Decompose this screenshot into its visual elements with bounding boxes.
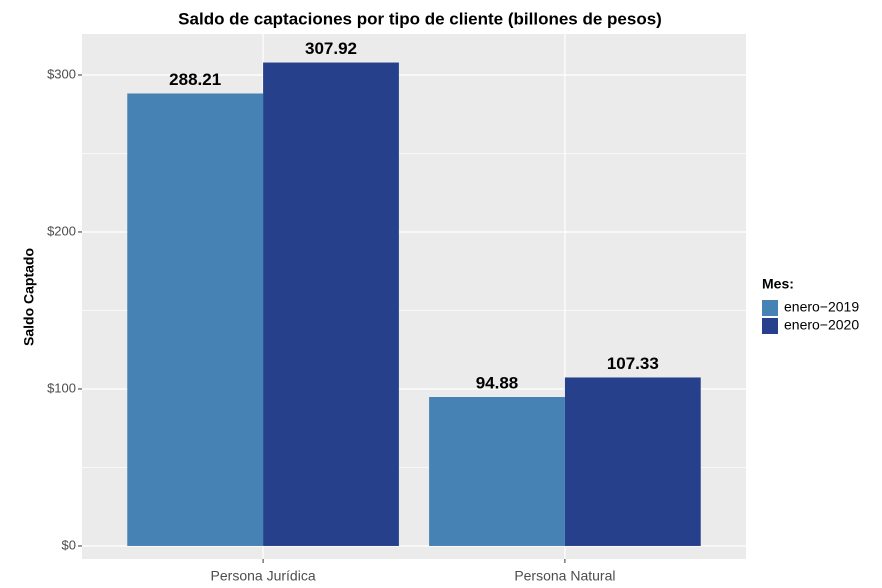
data-label: 107.33: [607, 354, 659, 373]
y-tick-label: $300: [47, 66, 76, 81]
x-tick-label: Persona Jurídica: [211, 568, 316, 584]
legend-swatch: [762, 300, 778, 316]
legend-title: Mes:: [762, 276, 794, 292]
bar: [127, 93, 264, 546]
bar: [564, 377, 701, 546]
legend-label: enero−2019: [784, 299, 859, 315]
y-axis-label: Saldo Captado: [21, 248, 37, 346]
y-tick-label: $200: [47, 223, 76, 238]
y-tick-label: $0: [62, 537, 76, 552]
x-tick-label: Persona Natural: [514, 568, 615, 584]
chart-title: Saldo de captaciones por tipo de cliente…: [178, 9, 662, 28]
data-label: 288.21: [169, 70, 221, 89]
bar: [429, 397, 565, 546]
legend-label: enero−2020: [784, 317, 859, 333]
bar: [263, 62, 399, 546]
legend-swatch: [762, 318, 778, 334]
y-tick-label: $100: [47, 380, 76, 395]
data-label: 307.92: [305, 39, 357, 58]
data-label: 94.88: [476, 373, 519, 392]
